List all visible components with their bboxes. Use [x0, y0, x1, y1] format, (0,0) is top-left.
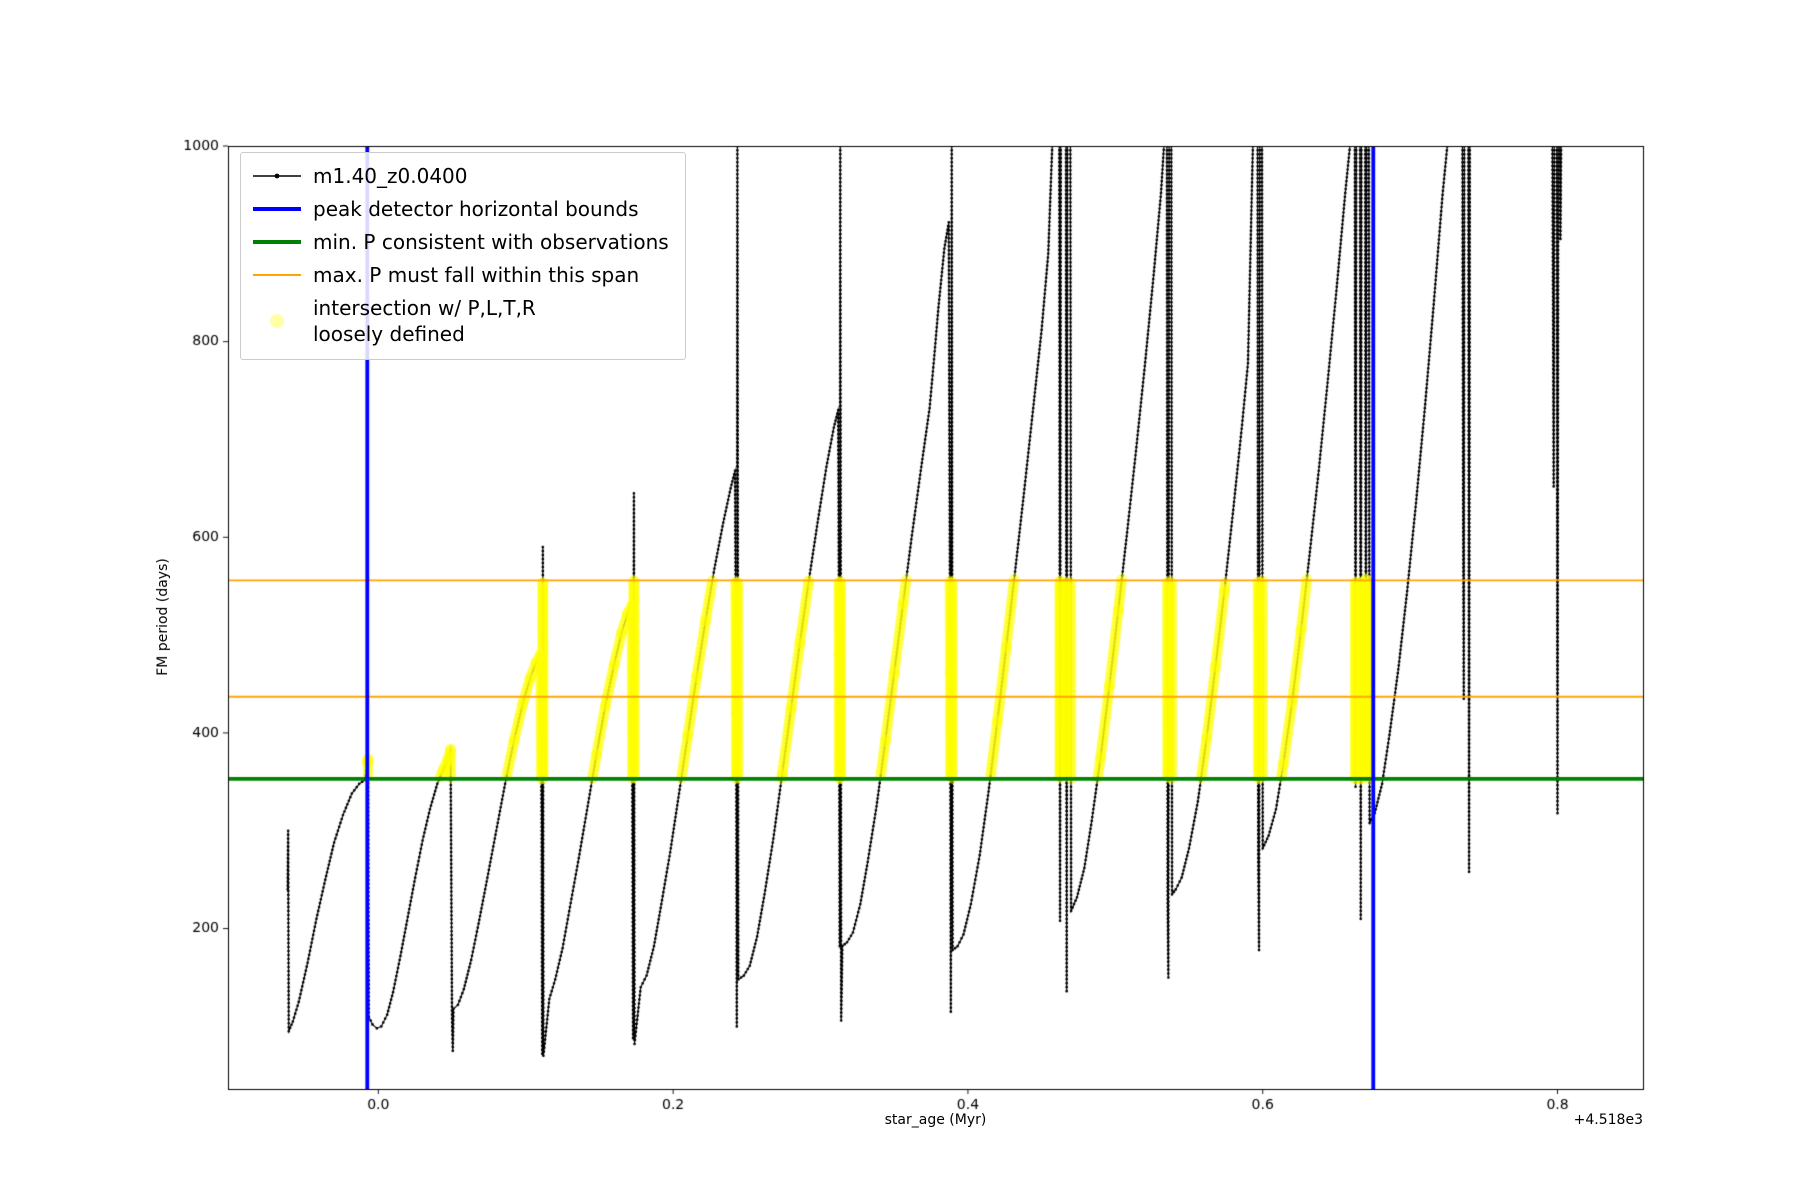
legend-label-peak-bounds: peak detector horizontal bounds	[313, 197, 639, 221]
series-line-marker-icon	[253, 168, 301, 184]
legend-label-intersection: intersection w/ P,L,T,R loosely defined	[313, 296, 536, 346]
legend-entry-min-p: min. P consistent with observations	[253, 229, 669, 255]
x-axis-offset-text: +4.518e3	[1573, 1112, 1643, 1128]
orange-line-icon	[253, 267, 301, 283]
yellow-marker-icon	[253, 311, 301, 331]
legend-label-series: m1.40_z0.0400	[313, 164, 468, 188]
legend-entry-series: m1.40_z0.0400	[253, 163, 669, 189]
legend: m1.40_z0.0400 peak detector horizontal b…	[240, 152, 686, 360]
legend-label-min-p: min. P consistent with observations	[313, 230, 669, 254]
legend-entry-intersection: intersection w/ P,L,T,R loosely defined	[253, 295, 669, 347]
legend-entry-max-p: max. P must fall within this span	[253, 262, 669, 288]
x-axis-label: star_age (Myr)	[884, 1112, 987, 1128]
blue-line-icon	[253, 201, 301, 217]
green-line-icon	[253, 234, 301, 250]
y-axis-label: FM period (days)	[155, 558, 171, 676]
legend-entry-peak-bounds: peak detector horizontal bounds	[253, 196, 669, 222]
legend-label-max-p: max. P must fall within this span	[313, 263, 640, 287]
